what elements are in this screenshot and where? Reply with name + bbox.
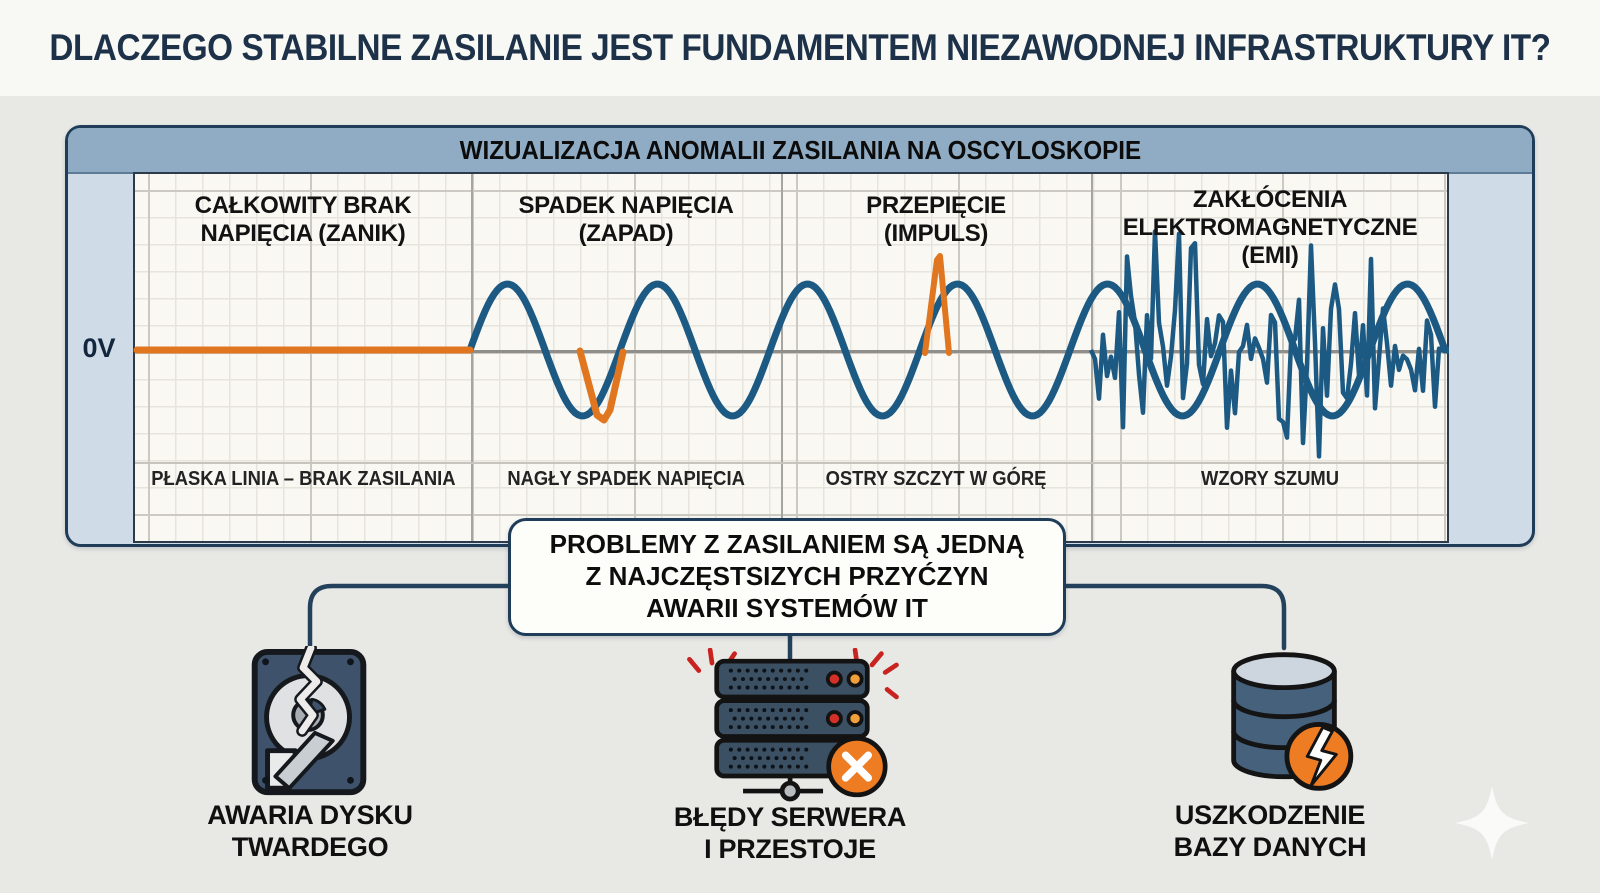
hard-drive-failure-icon [251, 646, 367, 796]
led-orange-icon [846, 670, 864, 688]
server-errors-icon [687, 648, 899, 802]
section-title-voltage-sag: SPADEK NAPIĘCIA (ZAPAD) [518, 192, 734, 247]
led-red-icon [825, 710, 843, 728]
sparkle-watermark-icon [1455, 786, 1529, 860]
section-title-power-loss: CAŁKOWITY BRAK NAPIĘCIA (ZANIK) [194, 192, 412, 247]
error-x-badge-icon [826, 736, 888, 798]
section-caption-voltage-sag: NAGŁY SPADEK NAPIĘCIA [507, 468, 745, 490]
consequence-label-server: BŁĘDY SERWERA I PRZESTOJE [673, 802, 907, 864]
led-red-icon [825, 670, 843, 688]
oscilloscope-screen: CAŁKOWITY BRAK NAPIĘCIA (ZANIK) SPADEK N… [133, 172, 1449, 543]
consequence-label-disk: AWARIA DYSKU TWARDEGO [207, 800, 413, 862]
section-title-emi: ZAKŁÓCENIA ELEKTROMAGNETYCZNE (EMI) [1122, 186, 1418, 269]
section-divider [781, 174, 783, 541]
consequence-label-database: USZKODZENIE BAZY DANYCH [1173, 800, 1367, 862]
section-divider [471, 174, 473, 541]
page-title: DLACZEGO STABILNE ZASILANIE JEST FUNDAME… [49, 27, 1551, 68]
callout-box: PROBLEMY Z ZASILANIEM SĄ JEDNĄ Z NAJCZĘS… [508, 518, 1066, 636]
damage-bolt-badge-icon [1284, 722, 1354, 791]
section-caption-power-loss: PŁASKA LINIA – BRAK ZASILANIA [150, 468, 456, 490]
server-vents-icon [728, 668, 814, 769]
connector-right [1063, 583, 1287, 651]
waveform [133, 228, 1449, 459]
zero-volt-line [135, 350, 1447, 353]
connector-left [307, 583, 511, 651]
zero-volt-label: 0V [82, 333, 116, 363]
section-caption-surge: OSTRY SZCZYT W GÓRĘ [825, 468, 1047, 490]
section-title-surge: PRZEPIĘCIE (IMPULS) [866, 192, 1006, 247]
caption-rule-line [135, 462, 1447, 464]
led-orange-icon [846, 710, 864, 728]
oscilloscope-panel-title: WIZUALIZACJA ANOMALII ZASILANIA NA OSCYL… [68, 128, 1532, 174]
section-caption-emi: WZORY SZUMU [1201, 468, 1339, 490]
database-damage-icon [1231, 652, 1354, 791]
network-node-icon [779, 780, 801, 802]
oscilloscope-panel: WIZUALIZACJA ANOMALII ZASILANIA NA OSCYL… [65, 125, 1535, 547]
title-band: DLACZEGO STABILNE ZASILANIE JEST FUNDAME… [0, 0, 1600, 96]
